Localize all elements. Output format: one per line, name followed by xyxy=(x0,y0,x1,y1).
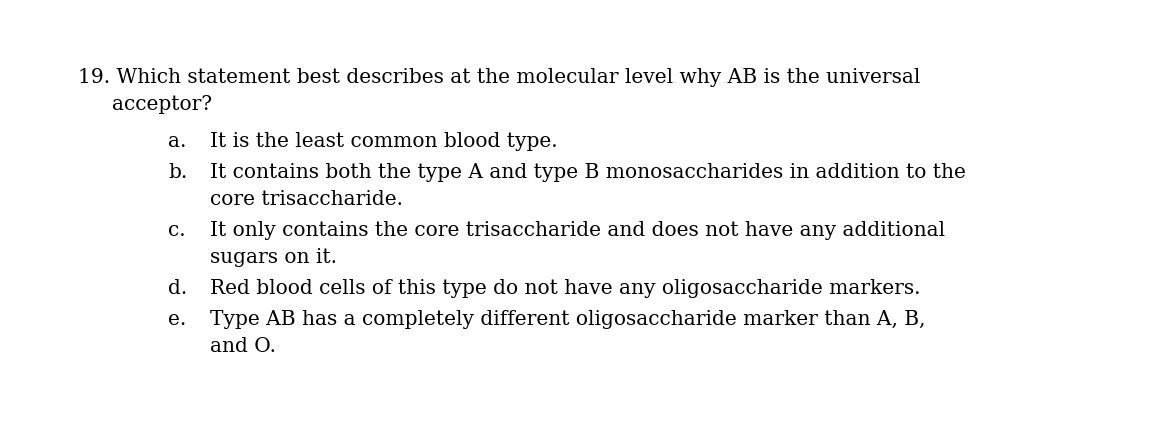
Text: It contains both the type A and type B monosaccharides in addition to the: It contains both the type A and type B m… xyxy=(211,163,965,182)
Text: It is the least common blood type.: It is the least common blood type. xyxy=(211,132,557,151)
Text: e.: e. xyxy=(168,310,186,329)
Text: core trisaccharide.: core trisaccharide. xyxy=(211,190,403,209)
Text: Red blood cells of this type do not have any oligosaccharide markers.: Red blood cells of this type do not have… xyxy=(211,279,921,298)
Text: a.: a. xyxy=(168,132,186,151)
Text: sugars on it.: sugars on it. xyxy=(211,248,338,267)
Text: c.: c. xyxy=(168,221,186,240)
Text: 19. Which statement best describes at the molecular level why AB is the universa: 19. Which statement best describes at th… xyxy=(78,68,921,87)
Text: d.: d. xyxy=(168,279,187,298)
Text: It only contains the core trisaccharide and does not have any additional: It only contains the core trisaccharide … xyxy=(211,221,946,240)
Text: and O.: and O. xyxy=(211,337,276,356)
Text: b.: b. xyxy=(168,163,187,182)
Text: Type AB has a completely different oligosaccharide marker than A, B,: Type AB has a completely different oligo… xyxy=(211,310,926,329)
Text: acceptor?: acceptor? xyxy=(112,95,212,114)
